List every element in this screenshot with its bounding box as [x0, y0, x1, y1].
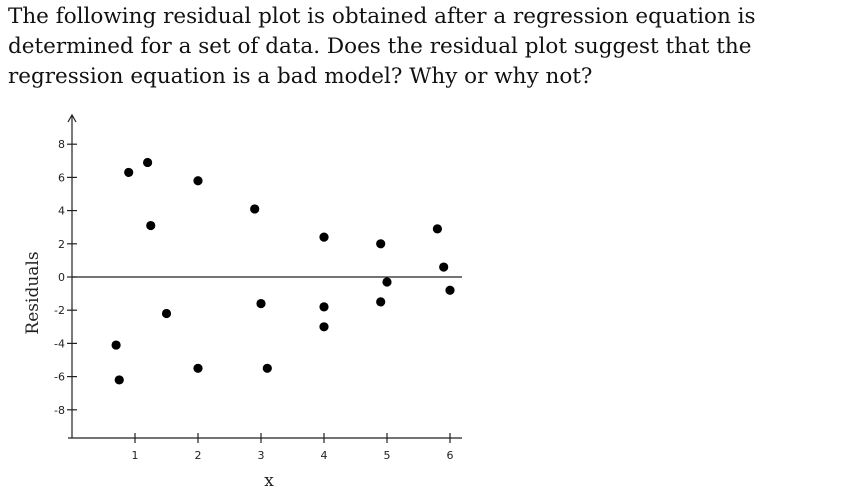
data-point — [193, 176, 203, 186]
y-tick-label: 0 — [58, 271, 65, 284]
axes — [67, 113, 462, 439]
data-point — [382, 277, 392, 287]
data-point — [319, 232, 329, 242]
data-point — [376, 239, 386, 249]
data-point — [193, 363, 203, 373]
y-tick-label: 4 — [58, 205, 65, 218]
data-point — [146, 220, 156, 231]
data-point — [319, 302, 329, 312]
data-point — [124, 167, 134, 178]
x-tick-label: 2 — [195, 449, 202, 462]
data-point — [161, 308, 172, 319]
ticks: -8 -6 -4 -2 0 2 4 6 8 1 2 3 4 5 6 — [54, 138, 453, 462]
y-tick-label: -8 — [54, 404, 65, 417]
y-axis-arrow — [67, 113, 77, 123]
x-tick-label: 4 — [321, 449, 328, 462]
question-text: The following residual plot is obtained … — [8, 4, 756, 89]
data-point — [256, 298, 266, 309]
data-point — [376, 297, 386, 307]
y-axis-label: Residuals — [23, 251, 43, 334]
y-tick-label: -4 — [54, 337, 65, 350]
y-tick-label: 2 — [58, 238, 65, 251]
y-tick-label: 8 — [58, 138, 65, 151]
x-tick-label: 5 — [384, 449, 391, 462]
data-point — [432, 224, 442, 234]
y-tick-label: -2 — [54, 304, 65, 317]
y-tick-label: -6 — [54, 371, 65, 384]
x-tick-label: 3 — [258, 449, 265, 462]
x-axis-label: x — [264, 471, 274, 491]
data-point — [262, 363, 272, 373]
x-tick-label: 6 — [447, 449, 454, 462]
data-point — [250, 204, 260, 214]
points — [111, 157, 455, 385]
data-point — [445, 285, 455, 295]
data-point — [319, 322, 329, 332]
x-tick-label: 1 — [132, 449, 139, 462]
data-point — [439, 262, 449, 272]
y-tick-label: 6 — [58, 171, 65, 184]
data-point — [114, 375, 124, 385]
data-point — [111, 340, 121, 350]
data-point — [143, 157, 153, 168]
